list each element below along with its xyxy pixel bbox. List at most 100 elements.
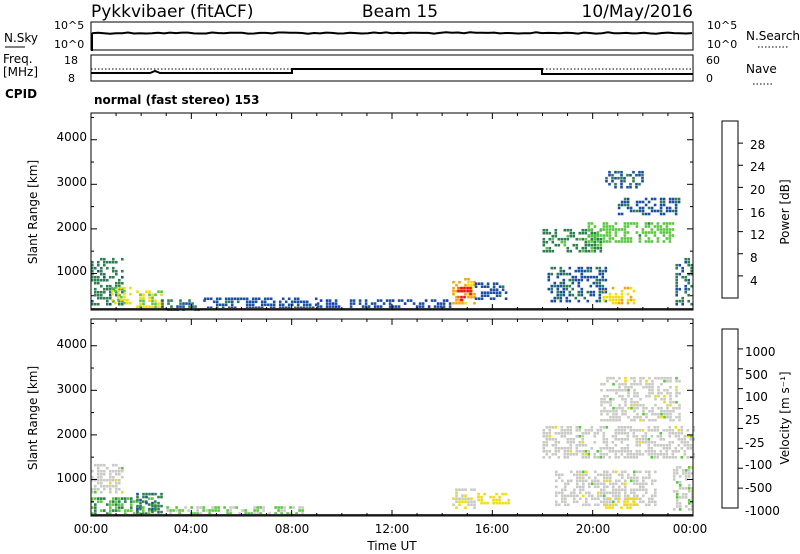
heatmap-cell	[627, 385, 630, 389]
heatmap-cell	[635, 200, 639, 204]
heatmap-cell	[635, 444, 639, 447]
heatmap-cell	[671, 228, 675, 231]
heatmap-cell	[592, 293, 596, 297]
heatmap-cell	[690, 266, 693, 270]
heatmap-cell	[579, 476, 582, 480]
heatmap-cell	[573, 473, 576, 477]
heatmap-cell	[221, 306, 225, 310]
heatmap-cell	[554, 231, 558, 235]
heatmap-cell	[665, 222, 669, 225]
heatmap-cell	[648, 394, 651, 398]
heatmap-cell	[623, 200, 627, 204]
heatmap-cell	[94, 281, 97, 285]
heatmap-cell	[209, 297, 213, 301]
heatmap-cell	[677, 444, 681, 447]
heatmap-cell	[660, 409, 663, 413]
heatmap-cell	[599, 228, 603, 231]
heatmap-cell	[259, 506, 262, 509]
heatmap-cell	[597, 503, 600, 507]
heatmap-cell	[578, 435, 582, 438]
heatmap-cell	[473, 301, 476, 305]
heatmap-cell	[663, 415, 666, 419]
heatmap-cell	[599, 429, 603, 432]
heatmap-cell	[118, 487, 121, 491]
heatmap-cell	[611, 295, 615, 299]
heatmap-cell	[677, 432, 681, 435]
heatmap-cell	[588, 491, 591, 495]
heatmap-cell	[272, 306, 276, 310]
power-heatmap	[91, 170, 693, 311]
heatmap-cell	[608, 497, 611, 500]
heatmap-cell	[563, 450, 567, 453]
heatmap-cell	[578, 450, 582, 453]
heatmap-cell	[636, 476, 639, 480]
heatmap-cell	[590, 228, 594, 231]
heatmap-cell	[678, 415, 681, 419]
heatmap-cell	[566, 249, 570, 253]
heatmap-cell	[94, 512, 97, 515]
heatmap-cell	[278, 300, 282, 304]
heatmap-cell	[600, 418, 603, 422]
heatmap-cell	[142, 293, 145, 296]
heatmap-cell	[597, 485, 600, 489]
heatmap-cell	[635, 438, 639, 441]
heatmap-cell	[115, 487, 118, 491]
heatmap-cell	[421, 305, 425, 308]
heatmap-cell	[577, 290, 581, 294]
heatmap-cell	[633, 488, 636, 492]
heatmap-cell	[556, 272, 560, 276]
heatmap-cell	[630, 385, 633, 389]
heatmap-cell	[100, 509, 103, 512]
heatmap-cell	[641, 173, 644, 177]
heatmap-cell	[684, 505, 688, 508]
heatmap-cell	[653, 209, 657, 213]
heatmap-cell	[364, 302, 368, 305]
heatmap-cell	[605, 426, 609, 429]
heatmap-cell	[572, 453, 576, 456]
heatmap-cell	[452, 289, 455, 293]
heatmap-cell	[91, 487, 94, 491]
heatmap-cell	[566, 453, 570, 456]
heatmap-cell	[296, 297, 300, 301]
heatmap-cell	[635, 441, 639, 444]
heatmap-cell	[624, 379, 627, 383]
heatmap-cell	[630, 376, 633, 380]
heatmap-cell	[623, 503, 626, 506]
heatmap-cell	[595, 278, 599, 282]
heatmap-cell	[224, 300, 228, 304]
heatmap-cell	[560, 240, 564, 244]
heatmap-cell	[235, 506, 238, 509]
heatmap-cell	[598, 287, 602, 291]
heatmap-cell	[651, 382, 654, 386]
heatmap-cell	[302, 303, 306, 307]
heatmap-cell	[629, 497, 632, 500]
power-cbar-tick-28: 28	[750, 138, 765, 152]
heatmap-cell	[280, 512, 283, 515]
heatmap-cell	[118, 466, 121, 470]
heatmap-cell	[671, 441, 675, 444]
heatmap-cell	[678, 299, 681, 303]
heatmap-cell	[545, 240, 549, 244]
heatmap-cell	[566, 438, 570, 441]
heatmap-cell	[620, 429, 624, 432]
heatmap-cell	[578, 444, 582, 447]
heatmap-cell	[651, 494, 654, 498]
heatmap-cell	[647, 450, 651, 453]
heatmap-cell	[654, 500, 657, 504]
heatmap-cell	[632, 298, 636, 302]
noise-trace	[91, 31, 693, 51]
heatmap-cell	[555, 479, 558, 483]
heatmap-cell	[624, 385, 627, 389]
heatmap-cell	[660, 406, 663, 410]
heatmap-cell	[600, 400, 603, 404]
heatmap-cell	[656, 453, 660, 456]
heatmap-cell	[653, 234, 657, 237]
heatmap-cell	[593, 246, 597, 250]
heatmap-cell	[620, 237, 624, 240]
heatmap-cell	[269, 303, 273, 307]
heatmap-cell	[582, 473, 585, 477]
heatmap-cell	[555, 473, 558, 477]
heatmap-cell	[629, 295, 633, 299]
heatmap-cell	[176, 305, 179, 308]
heatmap-cell	[593, 249, 597, 253]
